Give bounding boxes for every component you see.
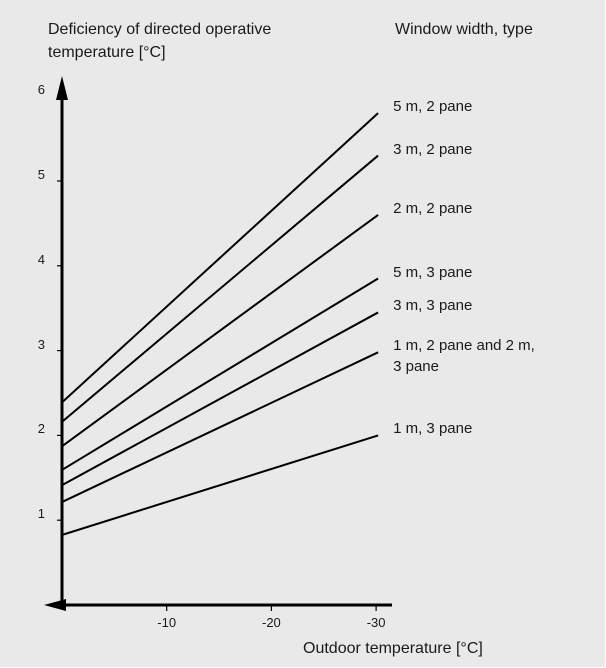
series-label: 1 m, 3 pane	[393, 418, 472, 439]
series-label-line: 1 m, 2 pane and 2 m,	[393, 337, 535, 355]
series-line	[62, 277, 379, 471]
series-label-line: 3 pane	[393, 358, 439, 376]
y-tick-label: 5	[37, 167, 45, 182]
series-label: 3 m, 2 pane	[393, 139, 472, 160]
x-axis-label: Outdoor temperature [°C]	[303, 640, 483, 657]
series-label: 2 m, 2 pane	[393, 198, 472, 219]
y-axis-arrow	[56, 76, 68, 100]
series-line	[62, 311, 379, 486]
series-label-line: 5 m, 3 pane	[393, 263, 473, 281]
series-label-line: 2 m, 2 pane	[393, 199, 473, 217]
x-axis-arrow	[44, 599, 66, 611]
series-line	[62, 434, 379, 536]
y-tick-label: 6	[37, 82, 45, 98]
y-tick-label: 1	[37, 506, 45, 522]
series-line	[62, 351, 379, 503]
x-tick-label: -20	[261, 615, 281, 630]
series-label: 1 m, 2 pane and 2 m, 3 pane	[393, 335, 535, 377]
series-label-line: 1 m, 3 pane	[393, 420, 473, 438]
series-line	[62, 214, 379, 447]
y-tick-label: 2	[37, 421, 45, 437]
series-label-line: 3 m, 3 pane	[393, 297, 473, 315]
x-tick-label: -10	[157, 615, 177, 630]
y-tick-label: 3	[37, 336, 45, 352]
y-axis-label-line-1: Deficiency of directed operative	[48, 21, 272, 38]
series-line	[62, 154, 379, 422]
y-axis-label-line-2: temperature [°C]	[48, 44, 166, 61]
series-label: 5 m, 3 pane	[393, 262, 472, 283]
series-label-line: 5 m, 2 pane	[393, 98, 473, 116]
series-label: 3 m, 3 pane	[393, 295, 472, 316]
series-label: 5 m, 2 pane	[393, 96, 472, 117]
x-tick-label: -30	[366, 615, 386, 630]
legend-title: Window width, type	[395, 21, 533, 38]
y-tick-label: 4	[37, 251, 45, 267]
series-label-line: 3 m, 2 pane	[393, 140, 473, 158]
series-line	[62, 112, 379, 403]
